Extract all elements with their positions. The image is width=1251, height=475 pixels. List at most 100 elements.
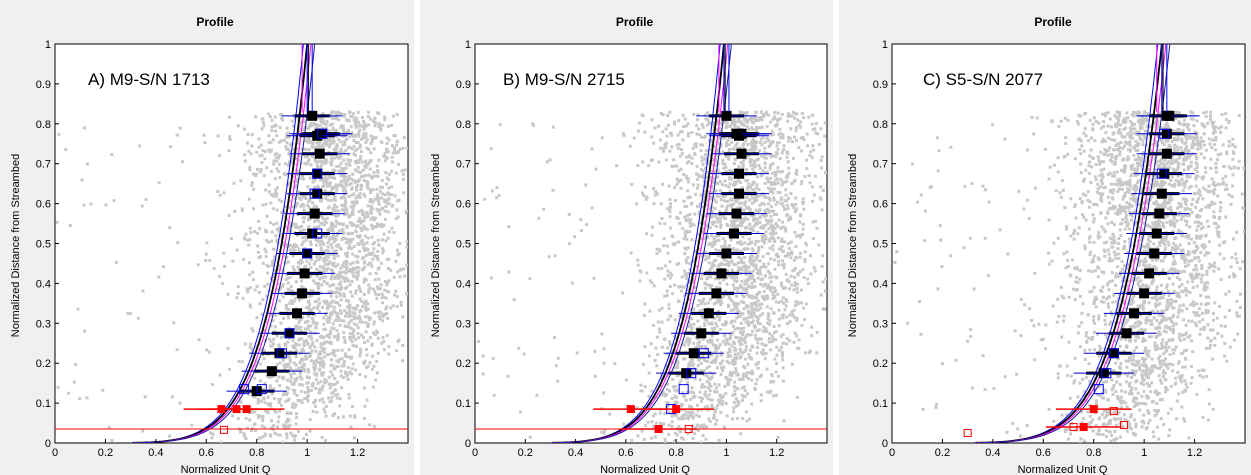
scatter-point [318,123,322,127]
scatter-point [314,126,318,130]
scatter-point [336,221,340,225]
scatter-point [801,227,805,231]
scatter-point [803,250,807,254]
scatter-point [393,293,397,297]
scatter-point [306,314,310,318]
scatter-point [742,395,746,399]
scatter-point [710,353,714,357]
scatter-point [383,218,387,222]
scatter-point [747,376,750,380]
scatter-point [350,372,354,376]
scatter-point [778,117,782,121]
scatter-point [333,367,337,371]
scatter-point [615,164,619,168]
scatter-point [395,140,399,144]
scatter-point [795,139,799,143]
scatter-point [313,363,317,367]
scatter-point [711,343,715,347]
scatter-point [251,427,255,431]
scatter-point [780,196,784,200]
scatter-point [754,196,758,200]
scatter-point [303,339,307,343]
scatter-point [721,295,725,299]
scatter-point [247,261,251,265]
scatter-point [702,179,706,183]
scatter-point [751,254,755,258]
scatter-point [717,346,721,350]
scatter-point [819,185,823,189]
scatter-point [739,249,743,253]
scatter-point [272,194,276,198]
scatter-point [742,364,746,368]
scatter-point [337,316,341,320]
scatter-point [401,177,405,181]
scatter-point [719,410,723,414]
scatter-point [662,422,666,426]
scatter-point [805,132,809,136]
scatter-point [742,217,746,221]
scatter-point [352,245,356,249]
scatter-point [747,294,751,298]
scatter-point [749,275,753,279]
scatter-point [287,362,291,366]
scatter-point [733,346,737,350]
scatter-point [373,290,377,294]
scatter-point [708,148,712,152]
scatter-point [752,301,756,305]
x-tick-label: 0 [52,447,58,459]
scatter-point [355,225,359,229]
scatter-point [800,111,804,115]
scatter-point [696,173,700,177]
scatter-point [250,181,254,185]
scatter-point [733,121,737,125]
scatter-point [307,141,311,145]
scatter-point [774,172,778,176]
scatter-point [667,307,671,311]
scatter-point [320,334,324,338]
scatter-point [330,110,334,114]
scatter-point [256,401,260,405]
scatter-point [600,430,604,434]
scatter-point [704,234,708,238]
scatter-point [306,367,310,371]
scatter-point [324,313,328,317]
scatter-point [305,259,309,263]
scatter-point [753,259,757,263]
scatter-point [698,221,702,225]
scatter-point [717,249,721,253]
scatter-point [743,350,747,354]
scatter-point [345,311,349,315]
scatter-point [775,362,779,366]
scatter-point [713,259,717,263]
scatter-point [685,272,689,276]
scatter-point [781,133,785,137]
scatter-point [703,369,707,373]
scatter-point [259,167,263,171]
scatter-point [731,183,735,187]
scatter-point [636,434,640,438]
scatter-point [389,268,393,272]
scatter-point [361,320,365,324]
scatter-point [762,239,766,243]
scatter-point [789,256,793,260]
scatter-point [730,344,734,348]
scatter-point [321,111,325,115]
scatter-point [744,335,748,339]
scatter-point [733,319,737,323]
scatter-point [636,263,640,267]
scatter-point [307,158,311,162]
scatter-point [385,333,389,337]
scatter-point [345,225,349,229]
scatter-point [350,131,354,135]
scatter-point [579,218,583,222]
scatter-point [761,255,765,259]
scatter-point [699,424,703,428]
scatter-point [718,219,722,223]
scatter-point [729,321,733,325]
scatter-point [339,298,343,302]
scatter-point [330,116,334,120]
scatter-point [303,265,307,269]
scatter-point [720,402,724,406]
scatter-point [754,145,758,149]
scatter-point [301,236,305,240]
